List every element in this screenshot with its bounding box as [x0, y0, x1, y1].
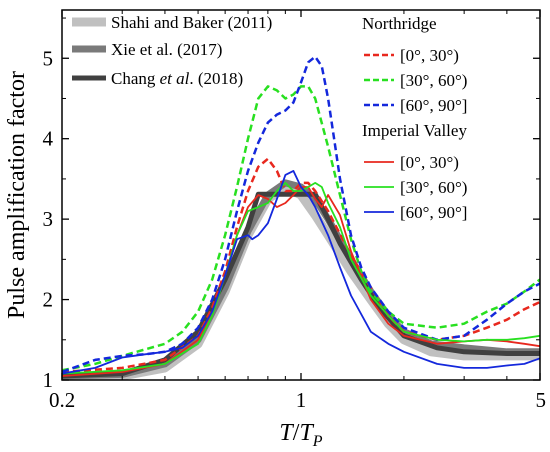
- x-axis-title-subscript: P: [312, 433, 323, 450]
- x-tick-label: 0.2: [49, 388, 75, 412]
- legend-group-title: Northridge: [362, 14, 437, 33]
- legend-label-part: . (2018): [189, 69, 243, 88]
- x-axis-title-part: T: [299, 420, 314, 446]
- legend-left: Shahi and Baker (2011) Xie et al. (2017) C…: [72, 13, 272, 88]
- legend-label-part: et al: [160, 69, 190, 88]
- series-line-i60: [62, 170, 540, 375]
- legend-label-shahi: Shahi and Baker (2011): [111, 13, 272, 32]
- y-tick-label: 2: [43, 288, 54, 312]
- legend-label-part: Chang: [111, 69, 160, 88]
- series-layer: [62, 55, 540, 380]
- x-axis-title: T/TP: [279, 420, 322, 450]
- series-line-xie: [62, 179, 540, 380]
- legend-right: Northridge [0°, 30°) [30°, 60°) [60°, 90°] I…: [362, 14, 467, 222]
- x-tick-label: 5: [536, 388, 547, 412]
- x-tick-label: 1: [296, 388, 307, 412]
- series-line-n60: [62, 55, 540, 374]
- legend-label-i0: [0°, 30°): [400, 153, 459, 172]
- legend-label-n0: [0°, 30°): [400, 46, 459, 65]
- y-tick-label: 4: [43, 127, 54, 151]
- y-tick-label: 3: [43, 207, 54, 231]
- y-tick-label: 1: [43, 368, 54, 392]
- legend-label-chang: Chang et al. (2018): [111, 69, 243, 88]
- legend-label-i60: [60°, 90°]: [400, 203, 467, 222]
- legend-label-i30: [30°, 60°): [400, 178, 467, 197]
- y-axis-title: Pulse amplification factor: [4, 71, 30, 319]
- series-line-n30: [62, 85, 540, 372]
- legend-label-n30: [30°, 60°): [400, 71, 467, 90]
- x-axis-title-part: /: [293, 420, 300, 446]
- x-axis-title-part: T: [279, 420, 294, 446]
- y-tick-label: 5: [43, 46, 54, 70]
- legend-label-xie: Xie et al. (2017): [111, 40, 222, 59]
- legend-group-title: Imperial Valley: [362, 121, 467, 140]
- legend-label-n60: [60°, 90°]: [400, 96, 467, 115]
